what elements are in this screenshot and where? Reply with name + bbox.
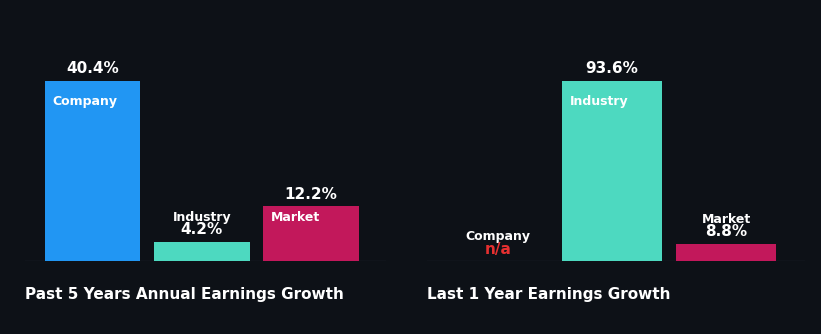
Text: Industry: Industry bbox=[571, 95, 629, 108]
Text: 40.4%: 40.4% bbox=[67, 61, 119, 76]
Text: Market: Market bbox=[702, 213, 751, 226]
Bar bbox=[677, 243, 776, 261]
Bar bbox=[45, 81, 140, 261]
Bar bbox=[154, 242, 250, 261]
Text: 8.8%: 8.8% bbox=[705, 224, 747, 239]
Text: Market: Market bbox=[271, 210, 320, 223]
Text: Past 5 Years Annual Earnings Growth: Past 5 Years Annual Earnings Growth bbox=[25, 287, 343, 302]
Text: Industry: Industry bbox=[172, 211, 232, 224]
Bar bbox=[562, 81, 662, 261]
Text: 93.6%: 93.6% bbox=[585, 61, 639, 76]
Text: Company: Company bbox=[53, 95, 117, 108]
Text: 4.2%: 4.2% bbox=[181, 222, 223, 237]
Text: Company: Company bbox=[466, 229, 530, 242]
Bar bbox=[264, 206, 359, 261]
Text: n/a: n/a bbox=[484, 242, 511, 257]
Text: Last 1 Year Earnings Growth: Last 1 Year Earnings Growth bbox=[427, 287, 671, 302]
Text: 12.2%: 12.2% bbox=[284, 187, 337, 202]
